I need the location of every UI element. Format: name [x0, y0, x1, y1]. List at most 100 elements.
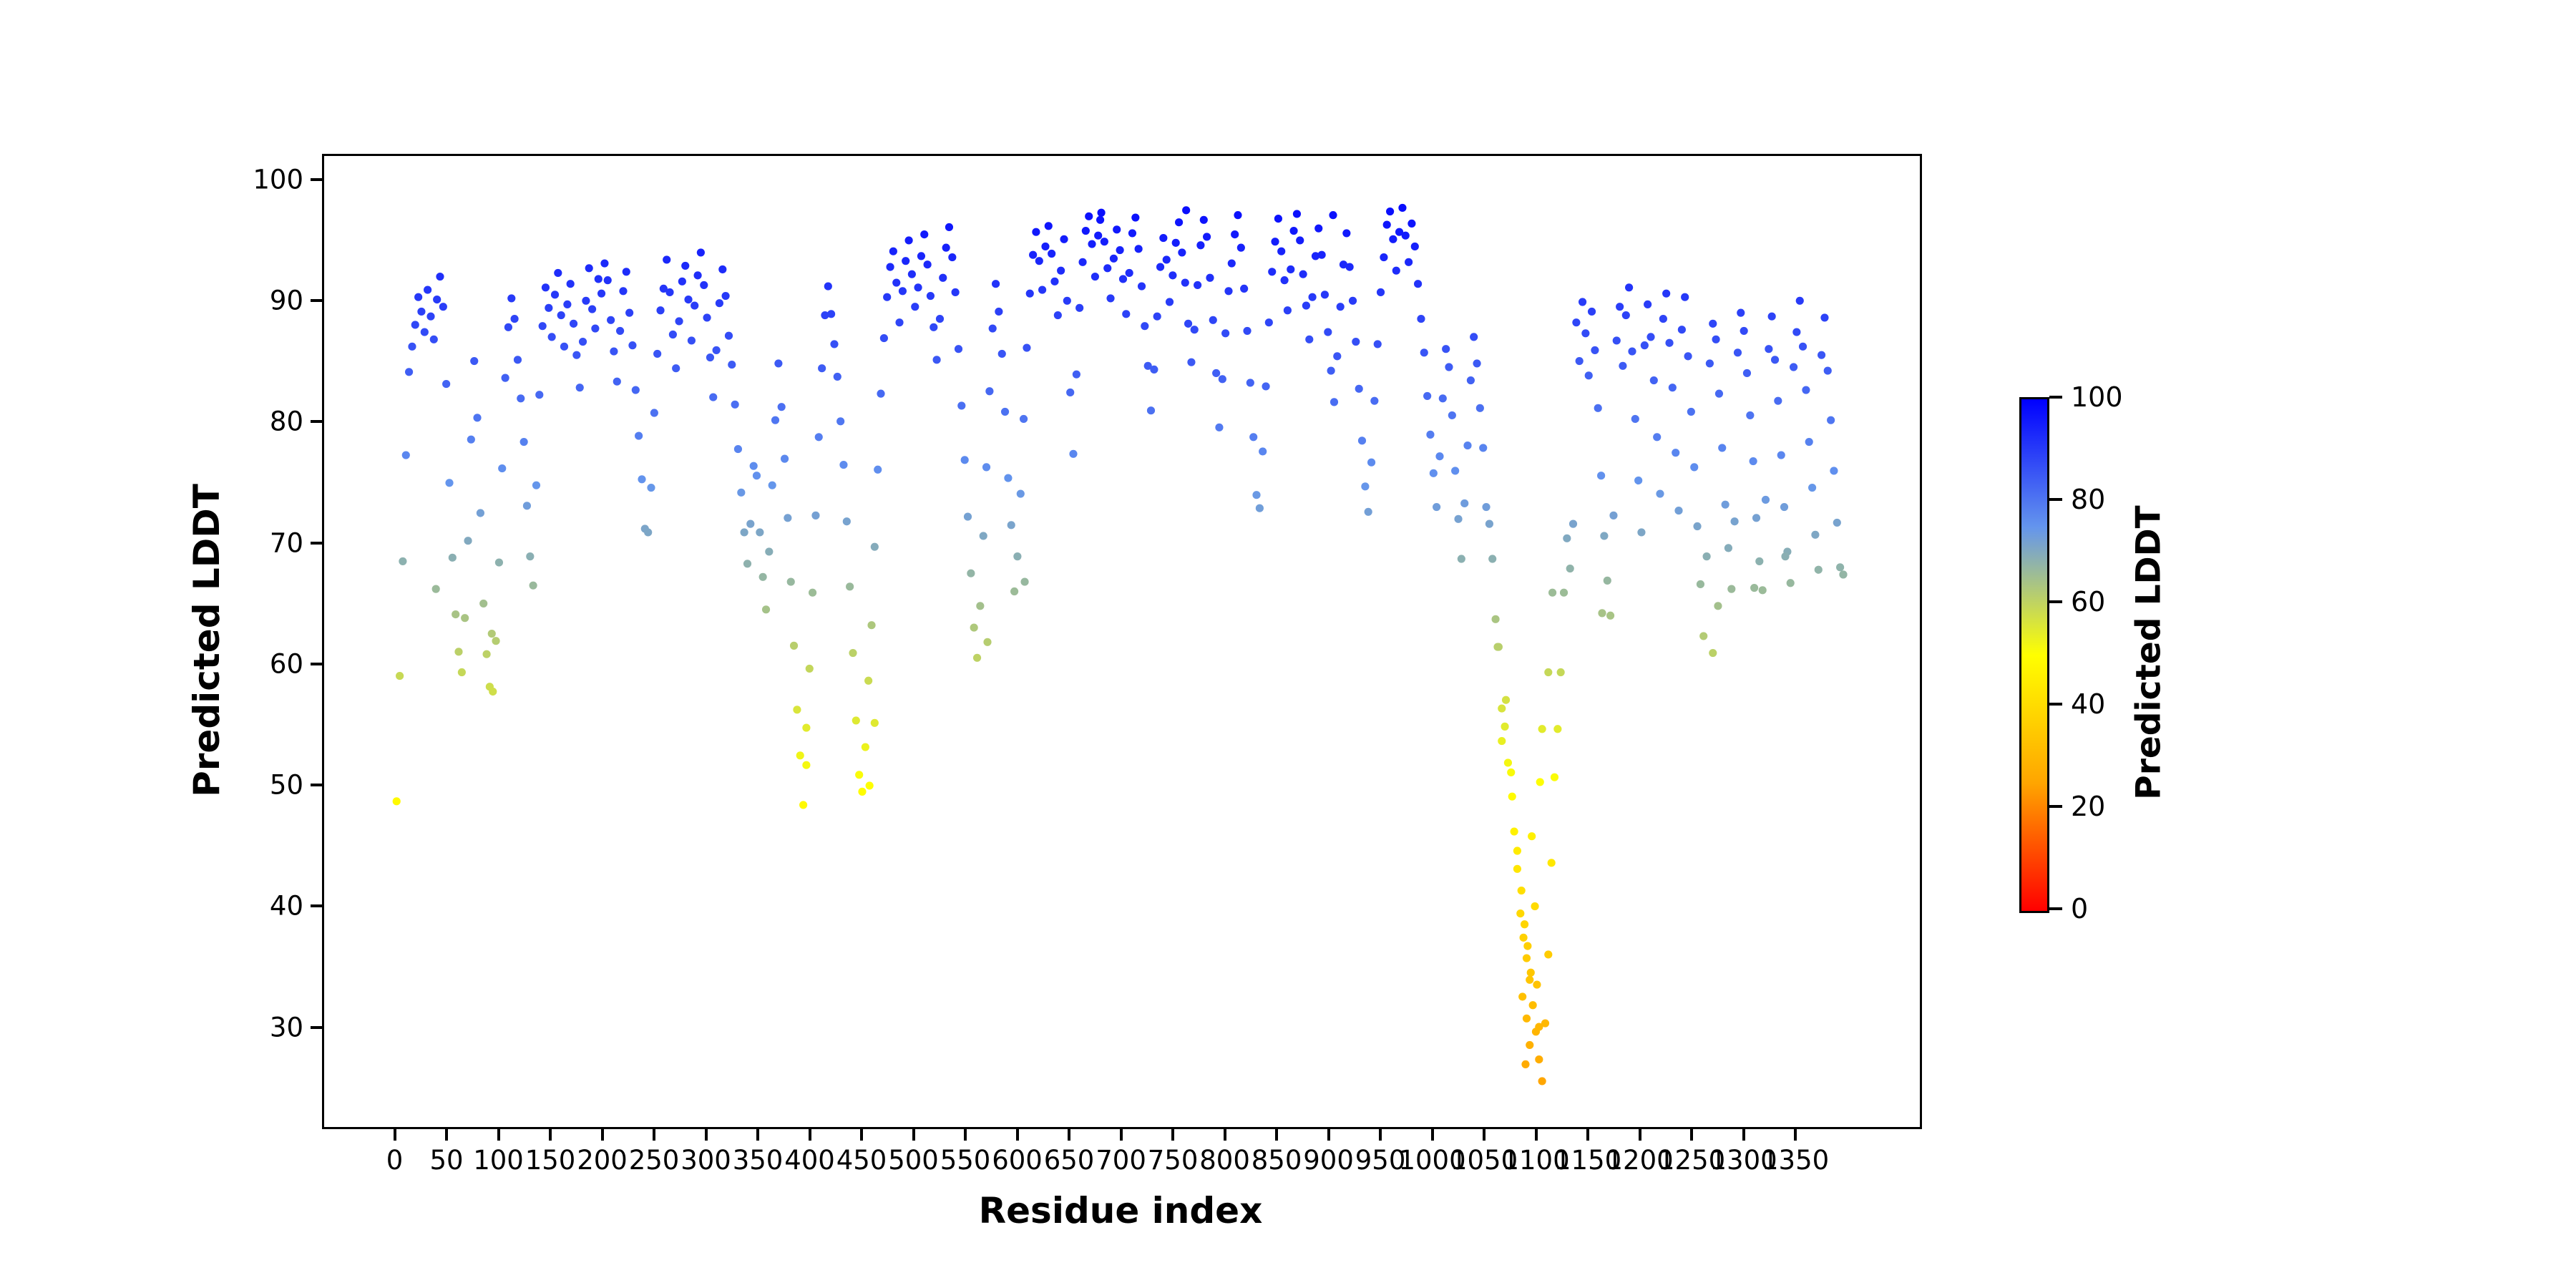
scatter-point — [997, 349, 1006, 358]
scatter-point — [1533, 980, 1541, 989]
y-tick-label: 100 — [253, 164, 303, 195]
x-tick-label: 600 — [992, 1145, 1043, 1176]
scatter-point — [429, 335, 438, 343]
scatter-point — [746, 519, 755, 528]
scatter-point — [1662, 289, 1671, 298]
scatter-point — [1215, 423, 1224, 431]
scatter-point — [1345, 263, 1354, 271]
scatter-point — [1526, 968, 1535, 977]
scatter-point — [1606, 611, 1615, 620]
scatter-point — [793, 706, 801, 714]
scatter-point — [1364, 507, 1372, 516]
scatter-point — [1518, 992, 1527, 1001]
scatter-point — [1674, 507, 1683, 515]
scatter-point — [1774, 396, 1782, 405]
scatter-point — [1559, 588, 1568, 597]
scatter-point — [1612, 336, 1621, 345]
scatter-point — [1289, 226, 1298, 235]
scatter-point — [1159, 234, 1168, 243]
scatter-point — [1668, 384, 1677, 392]
scatter-point — [535, 391, 544, 399]
scatter-point — [638, 475, 646, 484]
scatter-point — [1221, 329, 1230, 338]
scatter-point — [1339, 260, 1348, 269]
scatter-point — [824, 282, 832, 291]
x-tick-label: 800 — [1199, 1145, 1250, 1176]
scatter-point — [1737, 308, 1745, 317]
colorbar — [2019, 397, 2049, 913]
scatter-point — [1714, 389, 1724, 398]
x-tick-label: 1200 — [1606, 1145, 1674, 1176]
scatter-point — [1096, 215, 1105, 224]
scatter-point — [889, 247, 897, 255]
scatter-point — [1672, 449, 1680, 457]
scatter-point — [563, 300, 572, 308]
scatter-point — [448, 553, 457, 562]
scatter-point — [538, 322, 547, 331]
x-tick-label: 1050 — [1450, 1145, 1518, 1176]
scatter-point — [1401, 231, 1410, 240]
scatter-point — [1128, 229, 1137, 238]
x-tick-label: 1350 — [1761, 1145, 1830, 1176]
scatter-point — [1836, 563, 1845, 572]
scatter-point — [1426, 430, 1435, 439]
x-tick-label: 850 — [1251, 1145, 1302, 1176]
scatter-point — [1535, 1055, 1543, 1064]
scatter-point — [870, 718, 879, 727]
scatter-point — [1758, 586, 1767, 595]
scatter-point — [1162, 255, 1171, 264]
scatter-point — [786, 577, 795, 586]
scatter-point — [1038, 286, 1047, 294]
scatter-point — [1665, 338, 1674, 347]
scatter-point — [1264, 318, 1273, 327]
scatter-point — [911, 303, 919, 311]
scatter-point — [1069, 449, 1078, 458]
scatter-point — [1175, 218, 1184, 227]
scatter-point — [1280, 276, 1289, 285]
scatter-point — [1287, 265, 1295, 274]
y-tick-mark — [311, 662, 322, 665]
scatter-point — [585, 264, 593, 273]
x-tick-mark — [549, 1129, 552, 1141]
scatter-point — [771, 416, 780, 424]
x-tick-label: 300 — [680, 1145, 731, 1176]
scatter-point — [1438, 394, 1447, 403]
scatter-point — [1575, 356, 1584, 366]
scatter-point — [1433, 502, 1441, 512]
scatter-point — [1572, 318, 1581, 327]
scatter-point — [610, 347, 618, 356]
scatter-point — [1137, 282, 1146, 291]
scatter-point — [1392, 266, 1400, 275]
scatter-point — [926, 291, 935, 301]
scatter-point — [628, 341, 637, 350]
scatter-point — [733, 445, 743, 454]
scatter-point — [939, 273, 947, 282]
scatter-point — [452, 610, 460, 619]
scatter-point — [1598, 609, 1606, 618]
scatter-point — [1131, 213, 1140, 222]
scatter-point — [1767, 312, 1776, 321]
scatter-point — [1081, 226, 1090, 235]
x-tick-mark — [1068, 1129, 1071, 1141]
scatter-point — [1308, 293, 1317, 301]
scatter-point — [1194, 280, 1202, 289]
scatter-point — [1587, 307, 1596, 316]
scatter-point — [1463, 441, 1472, 450]
scatter-point — [433, 296, 441, 304]
scatter-point — [724, 331, 733, 340]
scatter-point — [1274, 215, 1282, 223]
scatter-point — [752, 472, 761, 480]
scatter-point — [470, 356, 479, 366]
scatter-point — [507, 294, 516, 303]
scatter-point — [728, 361, 736, 369]
scatter-point — [954, 345, 963, 353]
scatter-point — [849, 648, 857, 658]
scatter-point — [709, 393, 718, 401]
scatter-point — [1538, 1077, 1546, 1085]
scatter-point — [1687, 407, 1695, 416]
scatter-point — [846, 582, 854, 591]
scatter-point — [1531, 902, 1539, 911]
scatter-point — [1019, 414, 1028, 424]
scatter-point — [597, 289, 606, 298]
scatter-point — [1407, 219, 1416, 228]
